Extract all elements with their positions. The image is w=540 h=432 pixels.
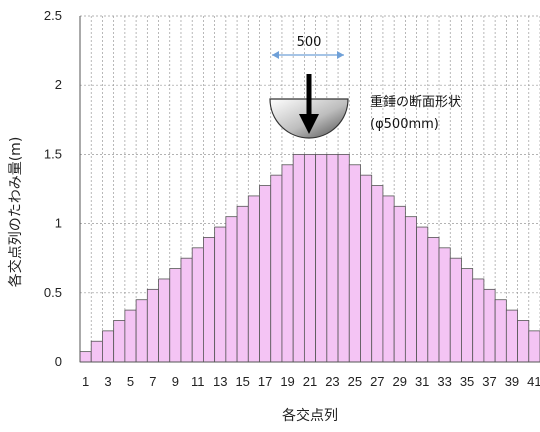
bar	[90, 340, 103, 363]
bar	[158, 278, 171, 363]
x-tick-label: 37	[482, 374, 496, 389]
bar	[505, 309, 518, 363]
bar	[292, 153, 305, 363]
bar	[404, 216, 417, 363]
bar	[225, 216, 238, 363]
x-tick-label: 1	[82, 374, 89, 389]
bar	[461, 268, 474, 363]
x-axis-title: 各交点列	[282, 407, 338, 424]
x-tick-label: 39	[505, 374, 519, 389]
bar	[191, 247, 204, 363]
bar	[348, 164, 361, 363]
y-tick-label: 1	[55, 216, 62, 231]
load-arrowhead	[299, 114, 319, 134]
bar	[517, 320, 530, 363]
x-tick-label: 21	[303, 374, 317, 389]
bar	[113, 320, 126, 363]
x-tick-label: 13	[213, 374, 227, 389]
bar	[247, 195, 260, 363]
x-tick-label: 35	[460, 374, 474, 389]
y-axis-ticks: 0 0.5 1 1.5 2 2.5	[44, 8, 62, 369]
bar	[393, 205, 406, 363]
x-tick-label: 27	[370, 374, 384, 389]
bar	[146, 288, 159, 363]
x-tick-label: 5	[127, 374, 134, 389]
bar	[214, 226, 227, 363]
bar	[438, 247, 451, 363]
x-tick-label: 17	[258, 374, 272, 389]
weight-size-label: (φ500mm)	[370, 117, 439, 132]
bar	[528, 330, 540, 363]
width-arrowhead-left	[272, 51, 279, 59]
x-tick-label: 7	[149, 374, 156, 389]
bar	[326, 153, 339, 363]
y-tick-label: 1.5	[44, 146, 62, 161]
y-axis-title: 各交点列のたわみ量(m)	[7, 137, 24, 288]
weight-shape-title: 重錘の断面形状	[370, 94, 461, 110]
y-tick-label: 2.5	[44, 8, 62, 23]
bar	[416, 226, 429, 363]
bar	[483, 288, 496, 363]
bar	[124, 309, 137, 363]
width-arrowhead-right	[337, 51, 344, 59]
bar	[79, 351, 92, 363]
bar	[236, 205, 249, 363]
x-tick-label: 23	[325, 374, 339, 389]
x-tick-label: 15	[235, 374, 249, 389]
bar	[259, 185, 272, 363]
bar	[371, 185, 384, 363]
bar	[281, 164, 294, 363]
bar	[135, 299, 148, 363]
x-tick-label: 31	[415, 374, 429, 389]
bar	[315, 153, 328, 363]
x-tick-label: 29	[393, 374, 407, 389]
bar	[169, 268, 182, 363]
x-tick-label: 33	[437, 374, 451, 389]
bar	[180, 257, 193, 363]
bar	[337, 153, 350, 363]
weight-cross-section	[269, 74, 349, 139]
bar-series	[79, 153, 540, 363]
bar	[472, 278, 485, 363]
bar	[360, 174, 373, 363]
bar	[427, 237, 440, 363]
bar	[494, 299, 507, 363]
bar	[102, 330, 115, 363]
width-label: 500	[297, 35, 322, 50]
x-tick-label: 11	[191, 374, 205, 389]
bar	[203, 237, 216, 363]
x-tick-label: 25	[348, 374, 362, 389]
bar	[382, 195, 395, 363]
y-tick-label: 0	[55, 354, 62, 369]
x-tick-label: 19	[280, 374, 294, 389]
bar	[303, 153, 317, 363]
x-axis-ticks: 1 3 5 7 9 11 13 15 17 19 21 23 25 27 29 31 33 35 37 39 41	[82, 374, 540, 389]
y-tick-label: 2	[55, 77, 62, 92]
bar	[449, 257, 462, 363]
x-tick-label: 3	[104, 374, 111, 389]
x-tick-label: 41	[527, 374, 540, 389]
width-annotation: 500	[272, 35, 344, 59]
x-tick-label: 9	[172, 374, 179, 389]
bar	[270, 174, 283, 363]
y-tick-label: 0.5	[44, 285, 62, 300]
